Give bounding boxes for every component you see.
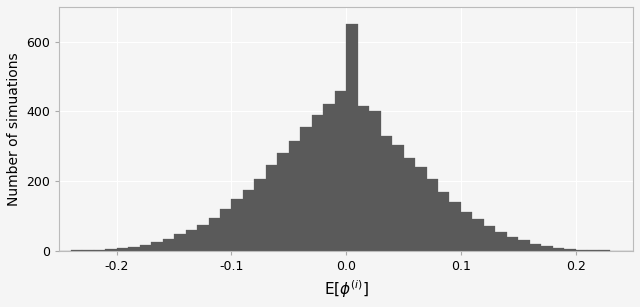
Bar (507, 237, 518, 251)
Bar (151, 242, 163, 251)
Bar (323, 104, 335, 251)
Bar (564, 249, 576, 251)
Bar (312, 115, 323, 251)
Bar (449, 202, 461, 251)
Bar (404, 158, 415, 251)
Bar (83, 250, 94, 251)
Bar (346, 24, 358, 251)
Bar (140, 244, 151, 251)
Bar (415, 167, 426, 251)
Bar (266, 165, 277, 251)
Bar (358, 106, 369, 251)
Bar (495, 231, 507, 251)
Bar (369, 111, 381, 251)
Bar (289, 141, 300, 251)
Bar (426, 179, 438, 251)
Bar (335, 91, 346, 251)
Bar (220, 209, 232, 251)
Bar (518, 240, 530, 251)
Bar (174, 235, 186, 251)
Bar (541, 246, 553, 251)
Bar (255, 179, 266, 251)
Bar (277, 153, 289, 251)
X-axis label: E[$\phi^{(i)}$]: E[$\phi^{(i)}$] (324, 278, 369, 300)
Bar (530, 244, 541, 251)
Y-axis label: Number of simuations: Number of simuations (7, 52, 21, 206)
Bar (472, 220, 484, 251)
Bar (197, 225, 209, 251)
Bar (163, 239, 174, 251)
Bar (209, 218, 220, 251)
Bar (392, 145, 404, 251)
Bar (186, 230, 197, 251)
Bar (243, 190, 255, 251)
Bar (94, 250, 106, 251)
Bar (300, 127, 312, 251)
Bar (116, 248, 128, 251)
Bar (232, 199, 243, 251)
Bar (461, 212, 472, 251)
Bar (438, 192, 449, 251)
Bar (128, 247, 140, 251)
Bar (381, 136, 392, 251)
Bar (576, 250, 587, 251)
Bar (106, 249, 116, 251)
Bar (484, 226, 495, 251)
Bar (553, 248, 564, 251)
